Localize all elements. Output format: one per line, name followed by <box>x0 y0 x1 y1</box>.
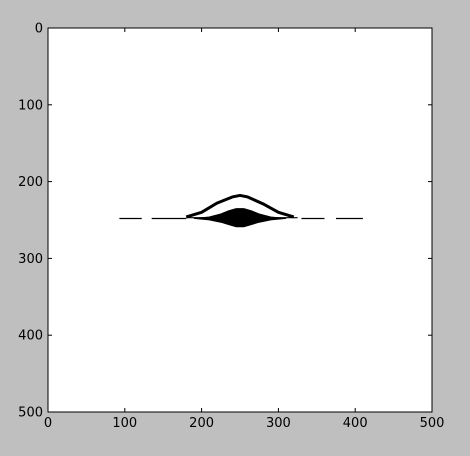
y-tick-label: 0 <box>35 22 43 37</box>
x-tick-label: 400 <box>343 416 368 431</box>
upper-arc <box>185 193 295 219</box>
y-tick-label: 200 <box>18 175 43 190</box>
x-tick-label: 500 <box>420 416 445 431</box>
y-tick-label: 300 <box>18 252 43 267</box>
y-tick-label: 100 <box>18 98 43 113</box>
x-tick-label: 200 <box>189 416 214 431</box>
x-tick-label: 300 <box>266 416 291 431</box>
image-content <box>119 193 363 228</box>
y-tick-label: 500 <box>18 406 43 421</box>
axes-frame <box>47 27 433 413</box>
x-tick-label: 0 <box>44 416 52 431</box>
y-tick-label: 400 <box>18 329 43 344</box>
x-tick-label: 100 <box>112 416 137 431</box>
